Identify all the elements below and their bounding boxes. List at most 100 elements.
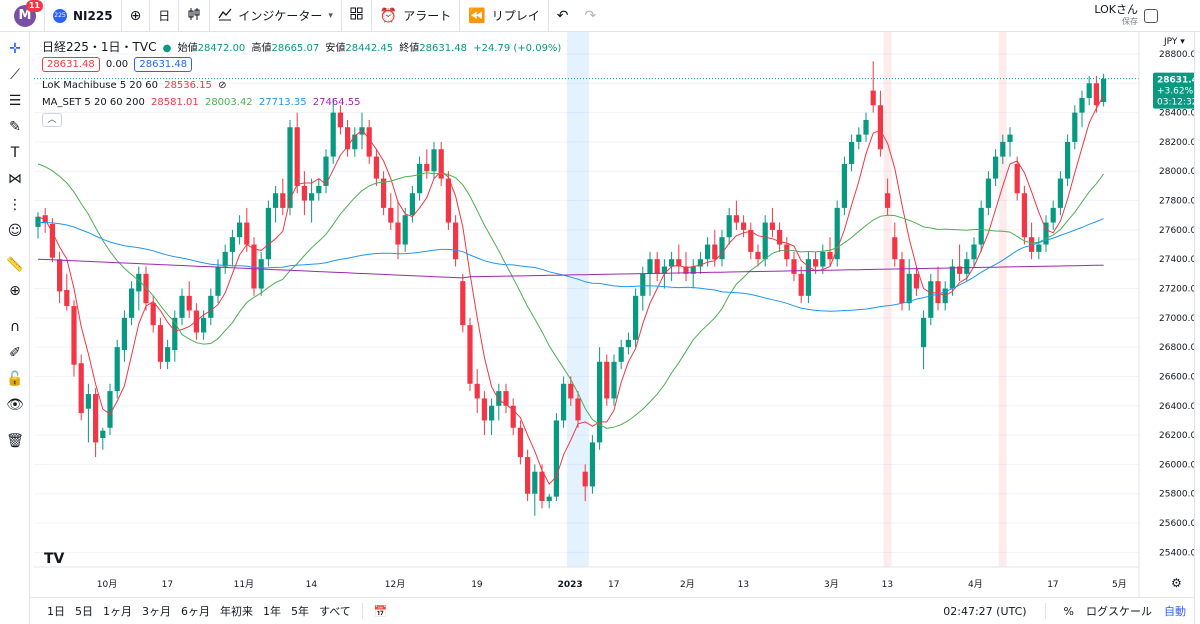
magnet-icon[interactable]: ∩ [9, 319, 21, 335]
replay-button[interactable]: ⏪ リプレイ [460, 0, 549, 32]
candle-body [337, 112, 343, 128]
compare-button[interactable]: ⊕ [122, 0, 151, 32]
candle-body [582, 471, 588, 487]
range-ytd[interactable]: 年初来 [220, 605, 253, 618]
candle-body [316, 185, 322, 194]
candle-body [481, 398, 487, 421]
right-sidebar-strip [1194, 32, 1200, 624]
log-scale-toggle[interactable]: ログスケール [1086, 605, 1152, 618]
percent-toggle[interactable]: % [1063, 604, 1074, 618]
pattern-icon[interactable]: ⋈ [8, 171, 22, 187]
candle-body [64, 289, 70, 307]
legend-indicator-1[interactable]: LoK Machibuse 5 20 60 28536.15 ⊘ [42, 80, 230, 91]
range-1d[interactable]: 1日 [47, 605, 65, 618]
avatar-segment[interactable]: M 11 [0, 0, 45, 32]
settings-gear-icon[interactable]: ⚙ [1171, 576, 1182, 590]
range-5d[interactable]: 5日 [75, 605, 93, 618]
sell-price-box[interactable]: 28631.48 [42, 57, 100, 72]
eye-icon[interactable]: 👁 [6, 397, 24, 413]
indicator-2-value-2: 28003.42 [204, 97, 253, 108]
price-tick-label: 26200.00 [1159, 431, 1194, 441]
candle-body [417, 163, 423, 194]
candle-body [201, 317, 207, 333]
candle-body [136, 273, 142, 292]
range-all[interactable]: すべて [319, 605, 351, 618]
candle-body [532, 471, 538, 494]
candle-body [467, 325, 473, 384]
clock-time[interactable]: 02:47:27 (UTC) [943, 604, 1027, 618]
fullscreen-icon[interactable] [1144, 9, 1158, 23]
price-tick-label: 26600.00 [1159, 372, 1194, 382]
zoom-in-icon[interactable]: ⊕ [9, 283, 21, 299]
candle-body [618, 347, 624, 362]
candle-body [604, 361, 610, 399]
candle-body [546, 496, 552, 502]
price-tick-label: 25600.00 [1159, 519, 1194, 529]
indicators-button[interactable]: インジケーター ▾ [210, 0, 342, 32]
crosshair-icon[interactable]: ✛ [9, 41, 21, 57]
lock-icon[interactable]: 🔓 [6, 371, 24, 387]
range-5y[interactable]: 5年 [291, 605, 309, 618]
candle-body [157, 325, 163, 362]
prediction-icon[interactable]: ⋮ [8, 197, 22, 213]
auto-scale-toggle[interactable]: 自動 [1164, 605, 1186, 618]
collapse-legend-button[interactable]: ︿ [42, 113, 62, 127]
smiley-icon[interactable]: ☺ [7, 223, 23, 239]
lock-drawing-icon[interactable]: ✐ [9, 345, 21, 361]
goto-date-icon[interactable]: 📅 [373, 604, 388, 618]
notification-badge: 11 [25, 0, 43, 12]
price-tick-label: 27000.00 [1159, 314, 1194, 324]
currency-label[interactable]: JPY ▾ [1163, 37, 1185, 47]
candle-body [309, 193, 315, 201]
legend-indicator-2[interactable]: MA_SET 5 20 60 200 28581.01 28003.42 277… [42, 97, 363, 108]
candle-body [409, 193, 415, 216]
price-chart[interactable]: JPY ▾28800.0028600.0028400.0028200.00280… [34, 32, 1194, 597]
candle-body [1000, 141, 1006, 157]
candle-body [741, 222, 747, 230]
top-toolbar: M 11 225 NI225 ⊕ 日 インジケーター ▾ ⏰ アラート ⏪ リプ… [0, 0, 1200, 32]
hidden-icon[interactable]: ⊘ [218, 80, 227, 91]
legend-title: 日経225・1日・TVC [42, 40, 157, 54]
ruler-icon[interactable]: 📏 [6, 257, 24, 273]
fib-lines-icon[interactable]: ☰ [8, 93, 22, 109]
redo-button[interactable]: ↷ [577, 0, 605, 32]
candle-body [85, 394, 91, 409]
candle-body [352, 134, 358, 150]
brush-icon[interactable]: ✎ [9, 119, 21, 135]
last-price-badge-text: +3.62% [1157, 87, 1194, 97]
candle-body [431, 149, 437, 172]
range-1m[interactable]: 1ヶ月 [103, 605, 132, 618]
trend-line-icon[interactable]: ⟋ [10, 67, 20, 83]
indicator-2-name: MA_SET 5 20 60 200 [42, 97, 145, 108]
user-save-area[interactable]: LOKさん 保存 [1094, 4, 1144, 28]
trash-icon[interactable]: 🗑 [6, 433, 24, 449]
range-1y[interactable]: 1年 [263, 605, 281, 618]
avatar[interactable]: M 11 [14, 0, 43, 27]
candle-body [841, 163, 847, 208]
indicator-2-value-4: 27464.55 [312, 97, 361, 108]
indicator-2-value-1: 28581.01 [151, 97, 199, 108]
candle-body [553, 420, 559, 497]
text-icon[interactable]: T [10, 145, 20, 161]
candle-body [453, 222, 459, 260]
undo-button[interactable]: ↶ [549, 0, 577, 32]
buy-price-box[interactable]: 28631.48 [134, 57, 193, 72]
layouts-button[interactable] [342, 0, 372, 32]
interval-button[interactable]: 日 [150, 0, 180, 32]
chart-type-button[interactable] [179, 0, 211, 32]
time-tick-label: 13 [738, 580, 749, 590]
range-6m[interactable]: 6ヶ月 [181, 605, 210, 618]
plus-circle-icon: ⊕ [129, 7, 142, 24]
candle-body [323, 156, 329, 186]
range-3m[interactable]: 3ヶ月 [142, 605, 171, 618]
alert-button[interactable]: ⏰ アラート [372, 0, 461, 32]
bottom-right-controls: 02:47:27 (UTC) % ログスケール 自動 [943, 603, 1194, 619]
divider [361, 603, 363, 619]
candle-body [474, 383, 480, 399]
symbol-search-button[interactable]: 225 NI225 [45, 0, 122, 32]
candle-body [647, 259, 653, 274]
candle-body [892, 237, 898, 260]
price-tick-label: 28400.00 [1159, 109, 1194, 119]
time-tick-label: 14 [306, 580, 318, 590]
candle-body [438, 149, 444, 179]
